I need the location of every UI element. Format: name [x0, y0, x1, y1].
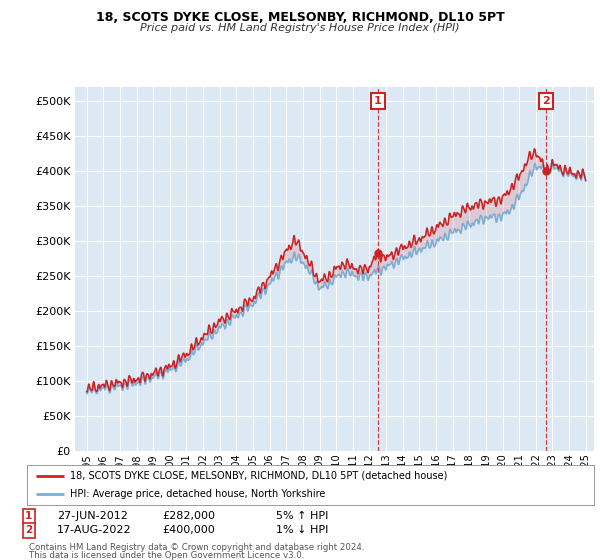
Text: 2: 2	[25, 525, 32, 535]
Text: Contains HM Land Registry data © Crown copyright and database right 2024.: Contains HM Land Registry data © Crown c…	[29, 543, 364, 552]
Text: 18, SCOTS DYKE CLOSE, MELSONBY, RICHMOND, DL10 5PT: 18, SCOTS DYKE CLOSE, MELSONBY, RICHMOND…	[95, 11, 505, 25]
Text: 27-JUN-2012: 27-JUN-2012	[57, 511, 128, 521]
Text: £400,000: £400,000	[162, 525, 215, 535]
Text: Price paid vs. HM Land Registry's House Price Index (HPI): Price paid vs. HM Land Registry's House …	[140, 23, 460, 33]
Text: 1% ↓ HPI: 1% ↓ HPI	[276, 525, 328, 535]
Text: This data is licensed under the Open Government Licence v3.0.: This data is licensed under the Open Gov…	[29, 551, 304, 560]
Text: £282,000: £282,000	[162, 511, 215, 521]
Text: 1: 1	[25, 511, 32, 521]
Text: 1: 1	[374, 96, 382, 106]
Text: 2: 2	[542, 96, 550, 106]
Text: 5% ↑ HPI: 5% ↑ HPI	[276, 511, 328, 521]
Text: 18, SCOTS DYKE CLOSE, MELSONBY, RICHMOND, DL10 5PT (detached house): 18, SCOTS DYKE CLOSE, MELSONBY, RICHMOND…	[70, 471, 447, 480]
Text: 17-AUG-2022: 17-AUG-2022	[57, 525, 131, 535]
Text: HPI: Average price, detached house, North Yorkshire: HPI: Average price, detached house, Nort…	[70, 489, 325, 499]
